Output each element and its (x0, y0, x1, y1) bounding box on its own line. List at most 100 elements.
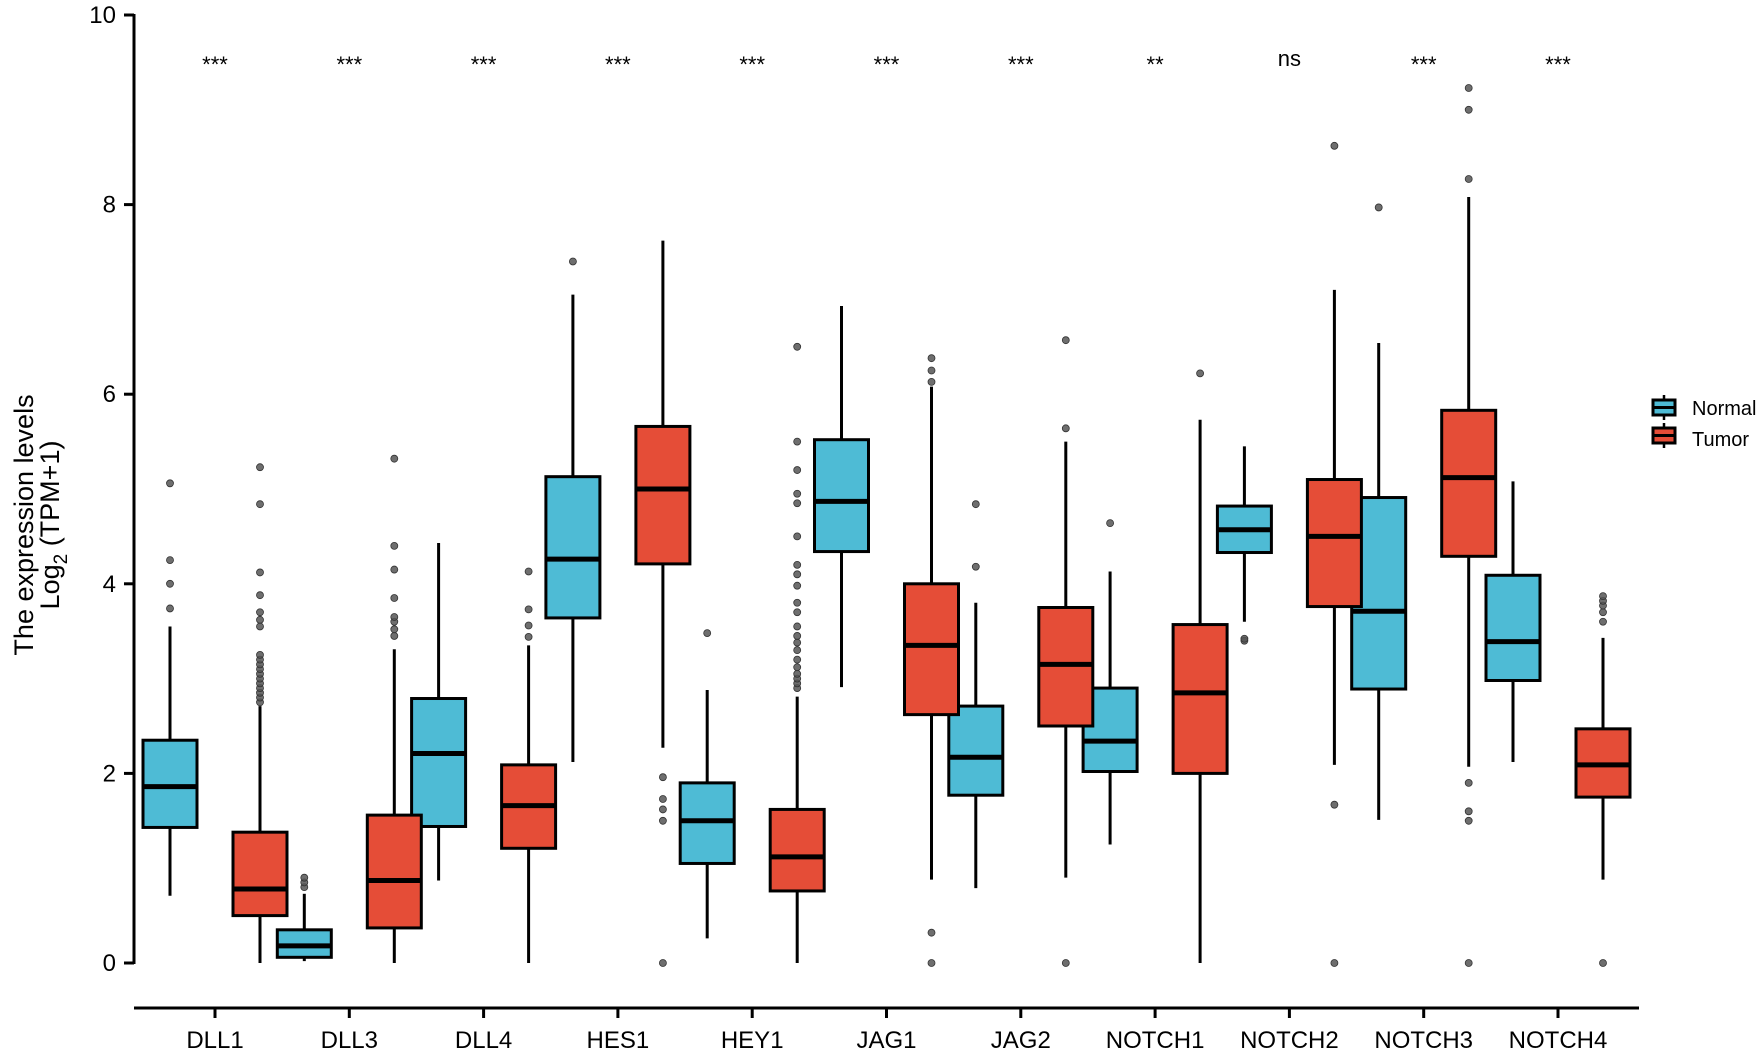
outlier-point (703, 629, 712, 637)
significance-label: *** (336, 52, 362, 77)
outlier-point (793, 669, 802, 678)
iqr-box (365, 813, 423, 930)
x-axis: DLL1 DLL3 DLL4 HES1 HEY1 JAG1 JAG2 NOTCH1 NOTCH2… (134, 1006, 1639, 1054)
outlier-point (1330, 141, 1339, 150)
outlier-point (927, 354, 936, 363)
outlier-point (524, 567, 533, 576)
iqr-box (1305, 478, 1363, 609)
outlier-point (659, 773, 667, 782)
outlier-point (524, 605, 533, 614)
outlier-point (256, 608, 264, 617)
outlier-point (1196, 369, 1204, 378)
iqr-box (1171, 623, 1229, 775)
significance-label: *** (1545, 52, 1571, 77)
outlier-point (390, 565, 399, 574)
outlier-point (1599, 617, 1607, 626)
significance-label: *** (1008, 52, 1034, 77)
iqr-box (544, 475, 602, 620)
box-tumor-notch1 (1171, 369, 1229, 963)
outlier-point (1061, 336, 1070, 345)
outlier-point (793, 342, 802, 351)
outlier-point (659, 805, 667, 814)
outlier-point (569, 257, 577, 266)
outlier-point (1599, 592, 1607, 601)
outlier-point (1464, 816, 1473, 825)
outlier-point (971, 562, 980, 571)
outlier-point (1464, 959, 1473, 967)
box-tumor-hes1 (634, 240, 692, 967)
outlier-point (793, 663, 802, 672)
legend-item-tumor[interactable]: Tumor (1651, 423, 1749, 451)
outlier-point (166, 479, 174, 488)
outlier-point (390, 632, 399, 640)
legend: Normal Tumor (1651, 395, 1756, 451)
outlier-point (256, 463, 264, 472)
box-normal-dll4 (410, 543, 468, 881)
box-normal-dll1 (141, 479, 199, 896)
outlier-point (793, 437, 802, 446)
significance-layer: *** *** *** *** *** *** *** ** ns *** *** (202, 46, 1571, 77)
x-tick-label: JAG2 (991, 1027, 1051, 1054)
significance-label: *** (471, 52, 497, 77)
iqr-box (1440, 408, 1498, 558)
outlier-point (793, 598, 802, 607)
box-normal-hey1 (678, 629, 736, 939)
box-tumor-notch4 (1574, 592, 1632, 967)
outlier-point (1374, 203, 1383, 212)
boxes-layer (141, 84, 1632, 967)
outlier-point (1599, 608, 1607, 617)
y-axis-title-suffix: (TPM+1) (35, 441, 65, 554)
outlier-point (300, 873, 309, 882)
iqr-box (813, 438, 870, 554)
outlier-point (659, 959, 667, 967)
outlier-point (971, 500, 980, 509)
outlier-point (927, 928, 936, 937)
box-tumor-jag2 (1037, 336, 1095, 967)
x-tick-label: JAG1 (856, 1027, 916, 1054)
outlier-point (390, 541, 399, 550)
outlier-point (659, 795, 667, 803)
box-tumor-jag1 (903, 354, 960, 967)
y-tick-label: 2 (103, 760, 116, 787)
significance-label: ns (1278, 46, 1301, 71)
outlier-point (1330, 800, 1339, 809)
box-normal-jag1 (813, 306, 870, 688)
outlier-point (793, 570, 802, 579)
outlier-point (1061, 959, 1070, 967)
box-tumor-dll3 (365, 454, 423, 963)
y-axis-title-line1: The expression levels (9, 394, 39, 655)
outlier-point (1464, 84, 1473, 92)
x-tick-label: NOTCH4 (1509, 1027, 1608, 1054)
outlier-point (256, 591, 264, 600)
box-normal-notch2 (1215, 446, 1273, 645)
significance-label: *** (874, 52, 900, 77)
outlier-point (793, 489, 802, 498)
y-axis-title-log: Log (35, 564, 65, 609)
x-tick-label: HES1 (587, 1027, 650, 1054)
outlier-point (793, 532, 802, 541)
outlier-point (524, 621, 533, 630)
outlier-point (166, 556, 174, 564)
outlier-point (927, 959, 936, 967)
outlier-point (1464, 105, 1473, 114)
x-tick-label: HEY1 (721, 1027, 784, 1054)
significance-label: *** (739, 52, 765, 77)
outlier-point (793, 466, 802, 474)
y-tick-label: 6 (103, 381, 116, 408)
y-tick-label: 10 (89, 2, 116, 29)
outlier-point (256, 651, 264, 659)
x-tick-label: NOTCH2 (1240, 1027, 1339, 1054)
outlier-point (390, 625, 399, 634)
y-tick-label: 4 (103, 571, 116, 598)
y-tick-label: 8 (103, 192, 116, 219)
outlier-point (390, 613, 399, 621)
outlier-point (1464, 807, 1473, 816)
box-normal-jag2 (947, 500, 1005, 889)
legend-item-normal[interactable]: Normal (1651, 395, 1756, 420)
legend-label-tumor: Tumor (1692, 429, 1749, 451)
iqr-box (947, 704, 1005, 797)
outlier-point (793, 638, 802, 647)
significance-label: *** (605, 52, 631, 77)
outlier-point (1240, 634, 1249, 643)
